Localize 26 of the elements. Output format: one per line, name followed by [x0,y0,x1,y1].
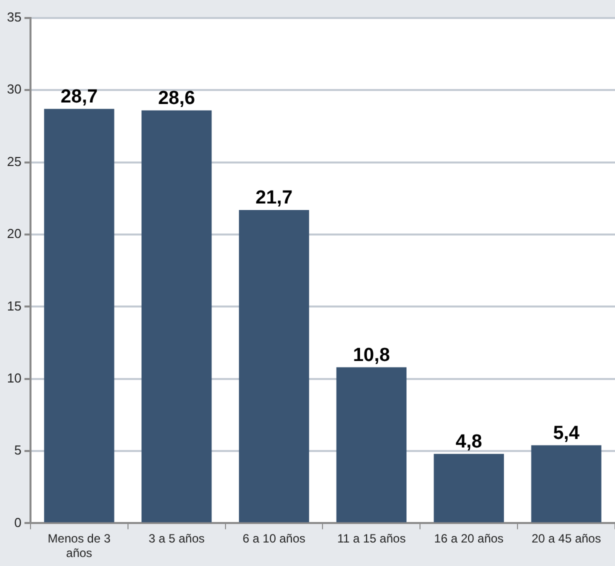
bar [434,454,504,522]
x-tick-label: Menos de 3 años [48,532,111,560]
data-label: 10,8 [352,345,390,366]
y-tick-label: 5 [14,442,22,458]
bar [531,445,602,522]
x-tick-label: 20 a 45 años [532,532,601,546]
x-tick-label: 3 a 5 años [148,532,205,546]
data-label: 28,7 [60,86,98,108]
y-tick-label: 35 [6,10,22,25]
x-tick-label: 16 a 20 años [434,532,504,546]
y-tick-label: 25 [6,154,22,169]
bar [238,210,310,522]
data-label: 5,4 [553,422,580,444]
y-tick-label: 10 [6,370,22,386]
x-tick-label: 11 a 15 años [337,532,406,546]
y-tick-label: 15 [6,298,22,314]
bar [336,367,407,522]
bar [142,110,212,522]
data-label: 4,8 [456,432,482,453]
y-tick-label: 20 [6,226,22,242]
data-label: 21,7 [256,188,293,209]
x-tick-label: 6 a 10 años [242,532,306,546]
data-label: 28,6 [158,88,196,110]
y-tick-label: 0 [14,514,22,530]
bar [44,108,114,522]
y-tick-label: 30 [6,82,22,97]
